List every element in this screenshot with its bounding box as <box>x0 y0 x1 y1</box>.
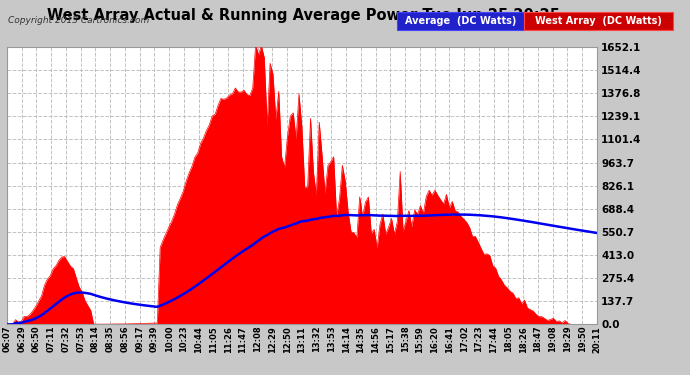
Text: West Array  (DC Watts): West Array (DC Watts) <box>535 16 662 26</box>
Text: West Array Actual & Running Average Power Tue Jun 25 20:25: West Array Actual & Running Average Powe… <box>47 8 560 23</box>
Text: Copyright 2013 Cartronics.com: Copyright 2013 Cartronics.com <box>8 16 150 25</box>
Text: Average  (DC Watts): Average (DC Watts) <box>405 16 516 26</box>
